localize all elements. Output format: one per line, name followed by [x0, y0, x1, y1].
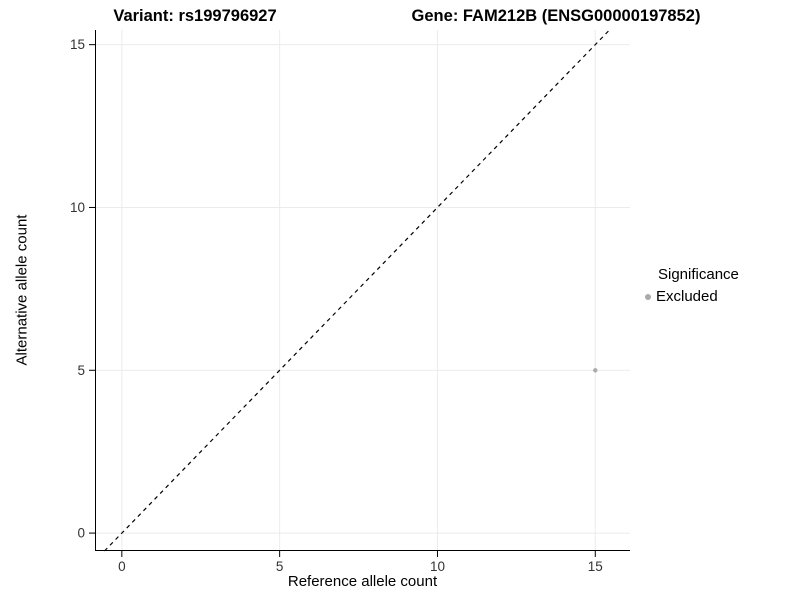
x-axis-title: Reference allele count	[287, 573, 438, 590]
legend: Significance Excluded	[640, 266, 739, 305]
plot-panel: 0 5 10 15 0 5 10 15	[70, 29, 630, 574]
data-point-0	[593, 368, 598, 373]
x-tick-label-0: 0	[118, 559, 126, 574]
legend-point-icon	[645, 293, 651, 300]
plot-title-variant: Variant: rs199796927	[113, 7, 277, 25]
plot-title-gene: Gene: FAM212B (ENSG00000197852)	[411, 7, 701, 25]
identity-reference-line	[104, 29, 610, 552]
x-tick-label-15: 15	[588, 559, 603, 574]
y-tick-label-5: 5	[77, 363, 85, 378]
y-axis-title: Alternative allele count	[13, 214, 31, 366]
legend-item-label: Excluded	[656, 288, 718, 305]
x-tick-label-5: 5	[276, 559, 284, 574]
x-tick-label-10: 10	[430, 559, 445, 574]
y-tick-label-0: 0	[77, 526, 85, 541]
legend-title: Significance	[658, 266, 739, 283]
plot-canvas: 0 5 10 15 0 5 10 15	[70, 29, 630, 574]
legend-item-excluded: Excluded	[640, 288, 739, 305]
y-tick-label-15: 15	[70, 37, 85, 52]
y-tick-label-10: 10	[70, 200, 85, 215]
